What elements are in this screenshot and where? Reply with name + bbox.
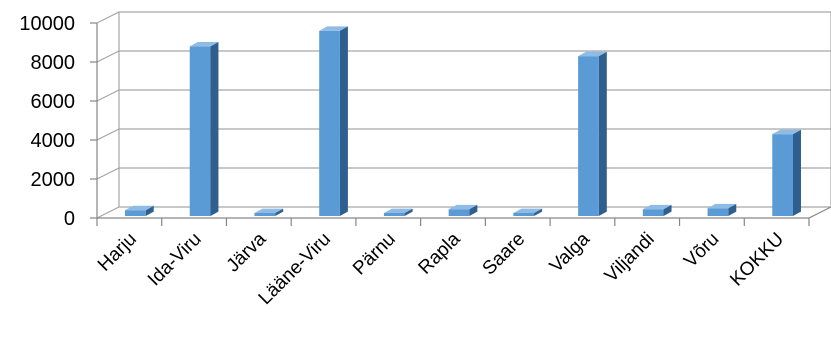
x-tick-label: Võru [680, 229, 723, 272]
bar-top [254, 208, 284, 213]
bar [383, 208, 413, 216]
x-tick-label: Saare [479, 229, 530, 280]
y-tick-labels: 0 2000 4000 6000 8000 10000 [19, 13, 75, 230]
bar [319, 26, 348, 217]
bar-side [404, 208, 413, 216]
bar-front [125, 210, 146, 216]
axes [90, 12, 831, 226]
x-tick-label: KOKKU [726, 229, 788, 291]
bar-side [792, 129, 801, 216]
bar [772, 129, 801, 216]
bar [707, 203, 737, 216]
y-tick-label: 4000 [31, 130, 76, 152]
y-tick-label: 2000 [31, 169, 76, 191]
bar [189, 42, 219, 217]
bar-side [145, 205, 154, 216]
x-tick-label: Rapla [415, 228, 465, 278]
bar-top [642, 204, 672, 210]
y-tick-label: 6000 [31, 91, 76, 113]
x-tick-label: Harju [94, 229, 141, 276]
bar-side [210, 42, 219, 216]
bar-front [772, 134, 793, 216]
gridline [96, 11, 831, 24]
bar-side [663, 204, 672, 216]
bar [578, 51, 607, 217]
bar-side [469, 204, 478, 216]
bar-top [448, 204, 478, 210]
bars [125, 26, 801, 217]
x-tick-label: Viljandi [601, 229, 659, 287]
bar-front [319, 30, 340, 216]
bar-side [598, 51, 607, 216]
bar-top [319, 26, 348, 31]
bar-front [642, 209, 664, 216]
x-tick-label: Ida-Viru [144, 229, 206, 291]
bar [513, 208, 543, 216]
bar-front [578, 56, 599, 217]
y-tick-label: 0 [64, 208, 75, 230]
bar-side [728, 203, 737, 216]
bar-front [254, 213, 276, 216]
x-tick-label: Pärnu [349, 229, 400, 280]
bar-front [448, 209, 470, 216]
bar-side [534, 208, 543, 216]
bar-top [707, 203, 737, 209]
bar [254, 208, 284, 216]
x-tick-label: Järva [223, 228, 271, 276]
bar-top [772, 129, 801, 135]
bar [448, 204, 478, 216]
x-tick-label: Valga [546, 228, 595, 277]
bar-front [189, 46, 211, 217]
bar-front [383, 213, 405, 216]
bar-top [383, 208, 413, 213]
bar-top [513, 208, 543, 213]
bar-top [125, 205, 154, 211]
y-tick-label: 8000 [31, 52, 76, 74]
bar-top [578, 51, 607, 57]
bar-side [339, 26, 348, 217]
bar-front [513, 213, 535, 216]
bar [125, 205, 154, 216]
bar-side [275, 208, 284, 216]
bar-top [189, 42, 219, 47]
y-tick-label: 10000 [19, 13, 75, 35]
bar [642, 204, 672, 216]
bar-front [707, 208, 729, 216]
